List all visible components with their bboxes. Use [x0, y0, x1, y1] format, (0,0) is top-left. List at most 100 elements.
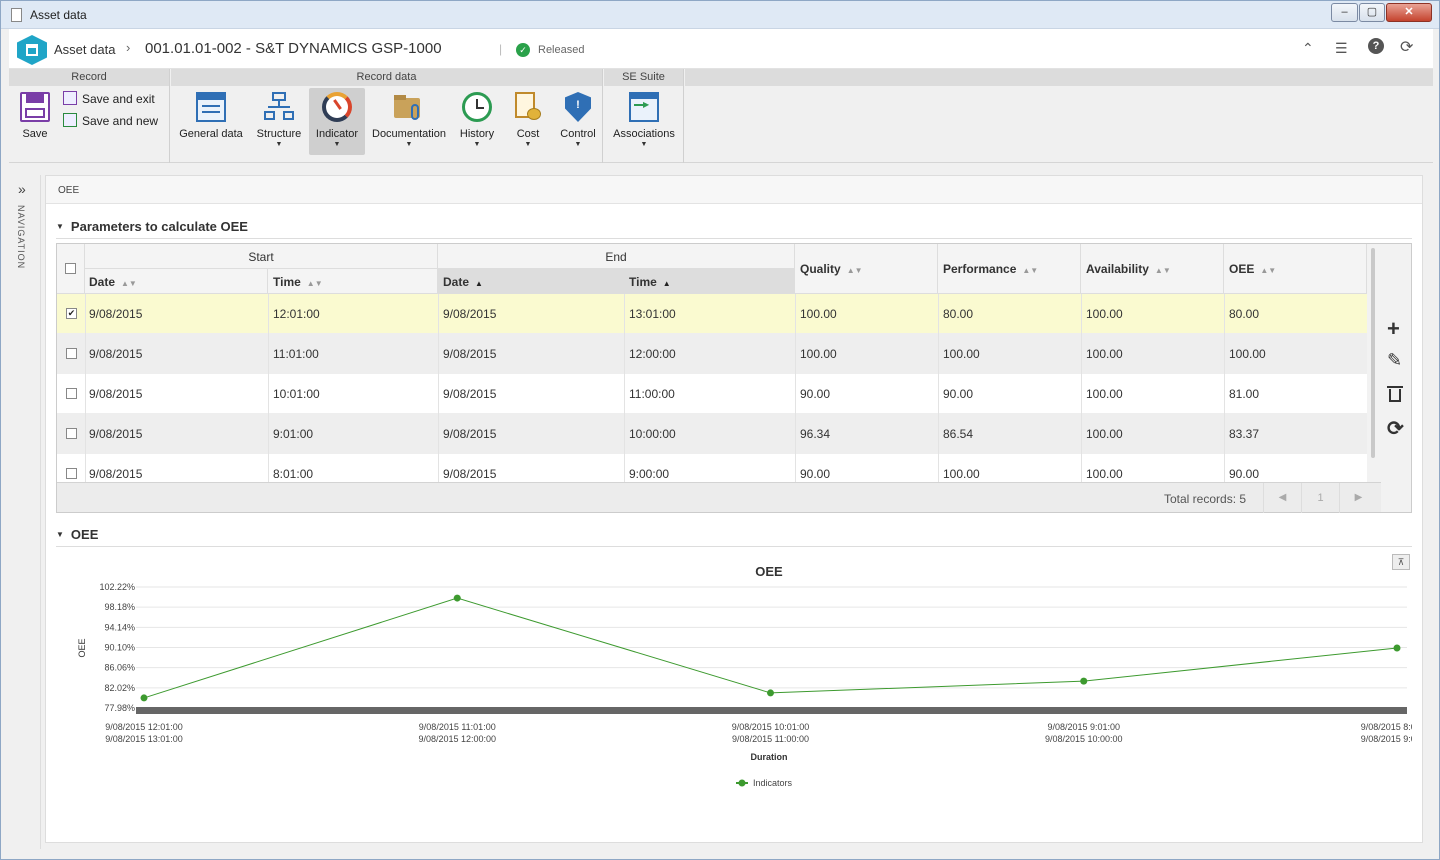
grid-footer: Total records: 5 ◀ 1 ▶	[57, 482, 1381, 513]
column-separator	[1081, 374, 1082, 414]
cell-etime: 12:00:00	[629, 347, 676, 361]
prev-page-button[interactable]: ◀	[1263, 483, 1301, 513]
cell-availability: 100.00	[1086, 467, 1123, 481]
row-checkbox[interactable]	[66, 468, 77, 479]
collapse-up-icon[interactable]: ⌃	[1302, 40, 1314, 56]
add-icon[interactable]: +	[1387, 316, 1400, 341]
y-tick-label: 90.10%	[104, 643, 135, 653]
section-divider	[56, 546, 1412, 547]
pin-icon[interactable]: ⊼	[1392, 554, 1410, 570]
column-separator	[1081, 414, 1082, 454]
save-and-new-button[interactable]: Save and new	[63, 113, 158, 128]
structure-button[interactable]: Structure ▼	[253, 88, 305, 155]
column-separator	[624, 334, 625, 374]
minimize-button[interactable]: ‒	[1331, 3, 1358, 22]
cell-edate: 9/08/2015	[443, 467, 497, 481]
save-label: Save	[22, 128, 48, 140]
sort-asc-icon: ▲	[475, 279, 483, 288]
close-button[interactable]: ✕	[1386, 3, 1432, 22]
section-parameters-header[interactable]: ▼ Parameters to calculate OEE	[56, 219, 248, 234]
header-label: Quality	[800, 262, 841, 276]
header-start-time[interactable]: Time ▲▼	[268, 269, 438, 294]
column-separator	[624, 414, 625, 454]
column-separator	[1224, 334, 1225, 374]
x-tick-label: 9/08/2015 8:01:00	[1361, 722, 1412, 732]
maximize-button[interactable]: ▢	[1359, 3, 1385, 22]
panel-tab-bar: OEE	[46, 176, 1422, 204]
chevron-down-icon: ▼	[640, 141, 648, 148]
section-title: OEE	[70, 527, 99, 542]
table-row[interactable]: 9/08/2015 11:01:00 9/08/2015 12:00:00 100.00…	[57, 334, 1367, 374]
expand-chevron-icon[interactable]: »	[18, 181, 26, 197]
table-row[interactable]: ✔ 9/08/2015 12:01:00 9/08/2015 13:01:00 100.0…	[57, 294, 1367, 334]
save-button[interactable]: Save	[15, 88, 55, 155]
refresh-icon[interactable]: ⟳	[1387, 418, 1404, 440]
vertical-scrollbar[interactable]	[1371, 248, 1375, 458]
cell-oee: 81.00	[1229, 387, 1260, 401]
list-icon[interactable]: ☰	[1335, 40, 1348, 56]
save-and-exit-button[interactable]: Save and exit	[63, 91, 155, 106]
column-separator	[624, 374, 625, 414]
header-availability[interactable]: Availability ▲▼	[1081, 244, 1224, 294]
cell-edate: 9/08/2015	[443, 307, 497, 321]
header-end-time[interactable]: Time ▲	[624, 269, 795, 294]
section-oee-header[interactable]: ▼ OEE	[56, 527, 98, 542]
next-page-button[interactable]: ▶	[1339, 483, 1377, 513]
refresh-icon[interactable]: ⟳	[1400, 39, 1414, 56]
header-quality[interactable]: Quality ▲▼	[795, 244, 938, 294]
select-all-checkbox[interactable]	[65, 263, 76, 274]
cost-button[interactable]: Cost ▼	[509, 88, 547, 155]
row-checkbox[interactable]	[66, 348, 77, 359]
header-end-date[interactable]: Date ▲	[438, 269, 624, 294]
column-separator	[938, 414, 939, 454]
table-row[interactable]: 9/08/2015 9:01:00 9/08/2015 10:00:00 96.34 86…	[57, 414, 1367, 454]
navigation-sidebar[interactable]: » NAVIGATION	[9, 175, 41, 849]
documentation-button[interactable]: Documentation ▼	[369, 88, 449, 155]
save-exit-label: Save and exit	[82, 92, 155, 106]
y-tick-label: 82.02%	[104, 683, 135, 693]
row-checkbox[interactable]	[66, 428, 77, 439]
general-data-button[interactable]: General data	[177, 88, 245, 155]
cell-availability: 100.00	[1086, 427, 1123, 441]
associations-label: Associations	[613, 128, 675, 140]
column-separator	[624, 294, 625, 334]
row-checkbox[interactable]: ✔	[66, 308, 77, 319]
edit-icon[interactable]: ✎	[1387, 350, 1403, 370]
cell-stime: 9:01:00	[273, 427, 314, 441]
y-tick-label: 77.98%	[104, 703, 135, 713]
history-button[interactable]: History ▼	[455, 88, 499, 155]
table-row[interactable]: 9/08/2015 10:01:00 9/08/2015 11:00:00 90.00 9…	[57, 374, 1367, 414]
column-separator	[85, 454, 86, 482]
breadcrumb[interactable]: Asset data	[54, 42, 116, 57]
tab-oee[interactable]: OEE	[58, 185, 80, 196]
sort-icon: ▲▼	[1022, 266, 1039, 275]
indicator-button[interactable]: Indicator ▼	[309, 88, 365, 155]
column-separator	[85, 294, 86, 334]
header-start-date[interactable]: Date ▲▼	[85, 269, 268, 294]
grid-body: ✔ 9/08/2015 12:01:00 9/08/2015 13:01:00 100.0…	[57, 294, 1367, 482]
sort-icon: ▲▼	[1260, 266, 1277, 275]
cell-quality: 96.34	[800, 427, 831, 441]
table-row[interactable]: 9/08/2015 8:01:00 9/08/2015 9:00:00 90.00 100…	[57, 454, 1367, 482]
row-checkbox[interactable]	[66, 388, 77, 399]
header-label: Performance	[943, 262, 1017, 276]
delete-icon[interactable]	[1387, 384, 1403, 402]
page-header: Asset data › 001.01.01-002 - S&T DYNAMIC…	[9, 29, 1433, 69]
cell-performance: 86.54	[943, 427, 974, 441]
column-separator	[1224, 294, 1225, 334]
x-tick-label: 9/08/2015 10:00:00	[1045, 734, 1123, 744]
chevron-down-icon: ▼	[333, 141, 341, 148]
page-number[interactable]: 1	[1301, 483, 1339, 513]
cell-etime: 13:01:00	[629, 307, 676, 321]
chart-title: OEE	[755, 564, 783, 579]
header-performance[interactable]: Performance ▲▼	[938, 244, 1081, 294]
control-button[interactable]: ! Control ▼	[557, 88, 599, 155]
associations-button[interactable]: ▶ Associations ▼	[610, 88, 678, 155]
window-form-icon	[196, 92, 226, 122]
help-icon[interactable]: ?	[1368, 38, 1384, 54]
column-separator	[438, 334, 439, 374]
sort-icon: ▲▼	[121, 279, 137, 288]
cell-etime: 11:00:00	[629, 387, 675, 401]
header-oee[interactable]: OEE ▲▼	[1224, 244, 1367, 294]
header-label: Time	[629, 275, 657, 289]
